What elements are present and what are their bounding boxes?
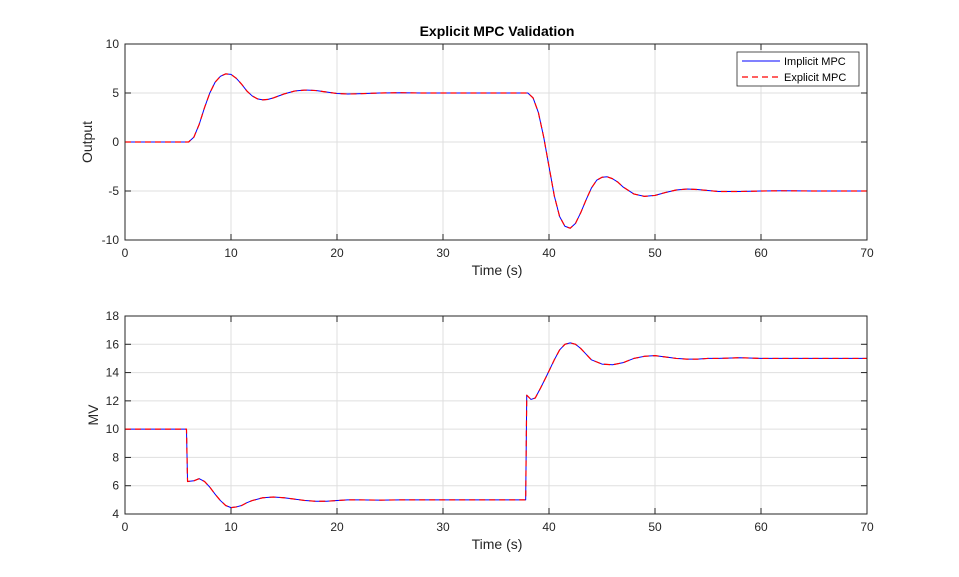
mv-x-tick-label: 0 bbox=[122, 520, 129, 534]
mv-y-tick-label: 4 bbox=[112, 507, 119, 521]
mv-ticks: 0 10 20 30 40 50 60 70 4 6 8 10 12 14 16 18 bbox=[106, 309, 874, 534]
mv-x-tick-label: 10 bbox=[224, 520, 238, 534]
output-axes-box bbox=[124, 43, 868, 241]
output-x-tick-label: 0 bbox=[122, 246, 129, 260]
mv-y-tick-label: 12 bbox=[106, 394, 120, 408]
mv-y-tick-label: 10 bbox=[106, 422, 120, 436]
output-ticks: 0 10 20 30 40 50 60 70 -10 -5 0 5 10 bbox=[102, 37, 874, 260]
mv-y-tick-label: 6 bbox=[112, 479, 119, 493]
output-y-axis-label: Output bbox=[79, 121, 95, 163]
output-series bbox=[125, 73, 867, 229]
mv-x-axis-label: Time (s) bbox=[472, 536, 523, 552]
legend-label-explicit: Explicit MPC bbox=[784, 72, 846, 84]
output-x-tick-label: 30 bbox=[436, 246, 450, 260]
chart-title: Explicit MPC Validation bbox=[420, 23, 575, 39]
mv-axes-box bbox=[124, 315, 868, 515]
mv-x-tick-label: 70 bbox=[860, 520, 874, 534]
output-y-tick-label: -10 bbox=[102, 233, 120, 247]
mv-y-tick-label: 14 bbox=[106, 366, 120, 380]
mv-axes: Time (s) MV 0 10 20 30 40 50 60 70 4 6 8 10 12 14 16 18 bbox=[85, 309, 874, 552]
output-y-tick-label: 10 bbox=[106, 37, 120, 51]
mv-y-tick-label: 18 bbox=[106, 309, 120, 323]
mv-x-tick-label: 40 bbox=[542, 520, 556, 534]
legend-label-implicit: Implicit MPC bbox=[784, 56, 846, 68]
mv-y-tick-label: 16 bbox=[106, 337, 120, 351]
output-x-tick-label: 20 bbox=[330, 246, 344, 260]
output-series-explicit-line bbox=[125, 73, 867, 229]
output-x-tick-label: 70 bbox=[860, 246, 874, 260]
output-x-tick-label: 10 bbox=[224, 246, 238, 260]
output-x-tick-label: 60 bbox=[754, 246, 768, 260]
mv-x-tick-label: 50 bbox=[648, 520, 662, 534]
output-y-tick-label: 0 bbox=[112, 135, 119, 149]
output-axes: Explicit MPC Validation Time (s) Output … bbox=[79, 23, 874, 278]
output-x-axis-label: Time (s) bbox=[472, 262, 523, 278]
legend-box bbox=[736, 51, 860, 87]
mv-series bbox=[125, 342, 867, 509]
mv-y-axis-label: MV bbox=[85, 404, 101, 426]
legend: Implicit MPC Explicit MPC bbox=[736, 51, 860, 87]
mv-series-explicit-line bbox=[125, 342, 867, 509]
output-x-tick-label: 50 bbox=[648, 246, 662, 260]
output-y-tick-label: -5 bbox=[108, 184, 119, 198]
output-y-tick-label: 5 bbox=[112, 86, 119, 100]
mv-x-tick-label: 20 bbox=[330, 520, 344, 534]
mv-y-tick-label: 8 bbox=[112, 450, 119, 464]
output-x-tick-label: 40 bbox=[542, 246, 556, 260]
mv-x-tick-label: 60 bbox=[754, 520, 768, 534]
mv-x-tick-label: 30 bbox=[436, 520, 450, 534]
